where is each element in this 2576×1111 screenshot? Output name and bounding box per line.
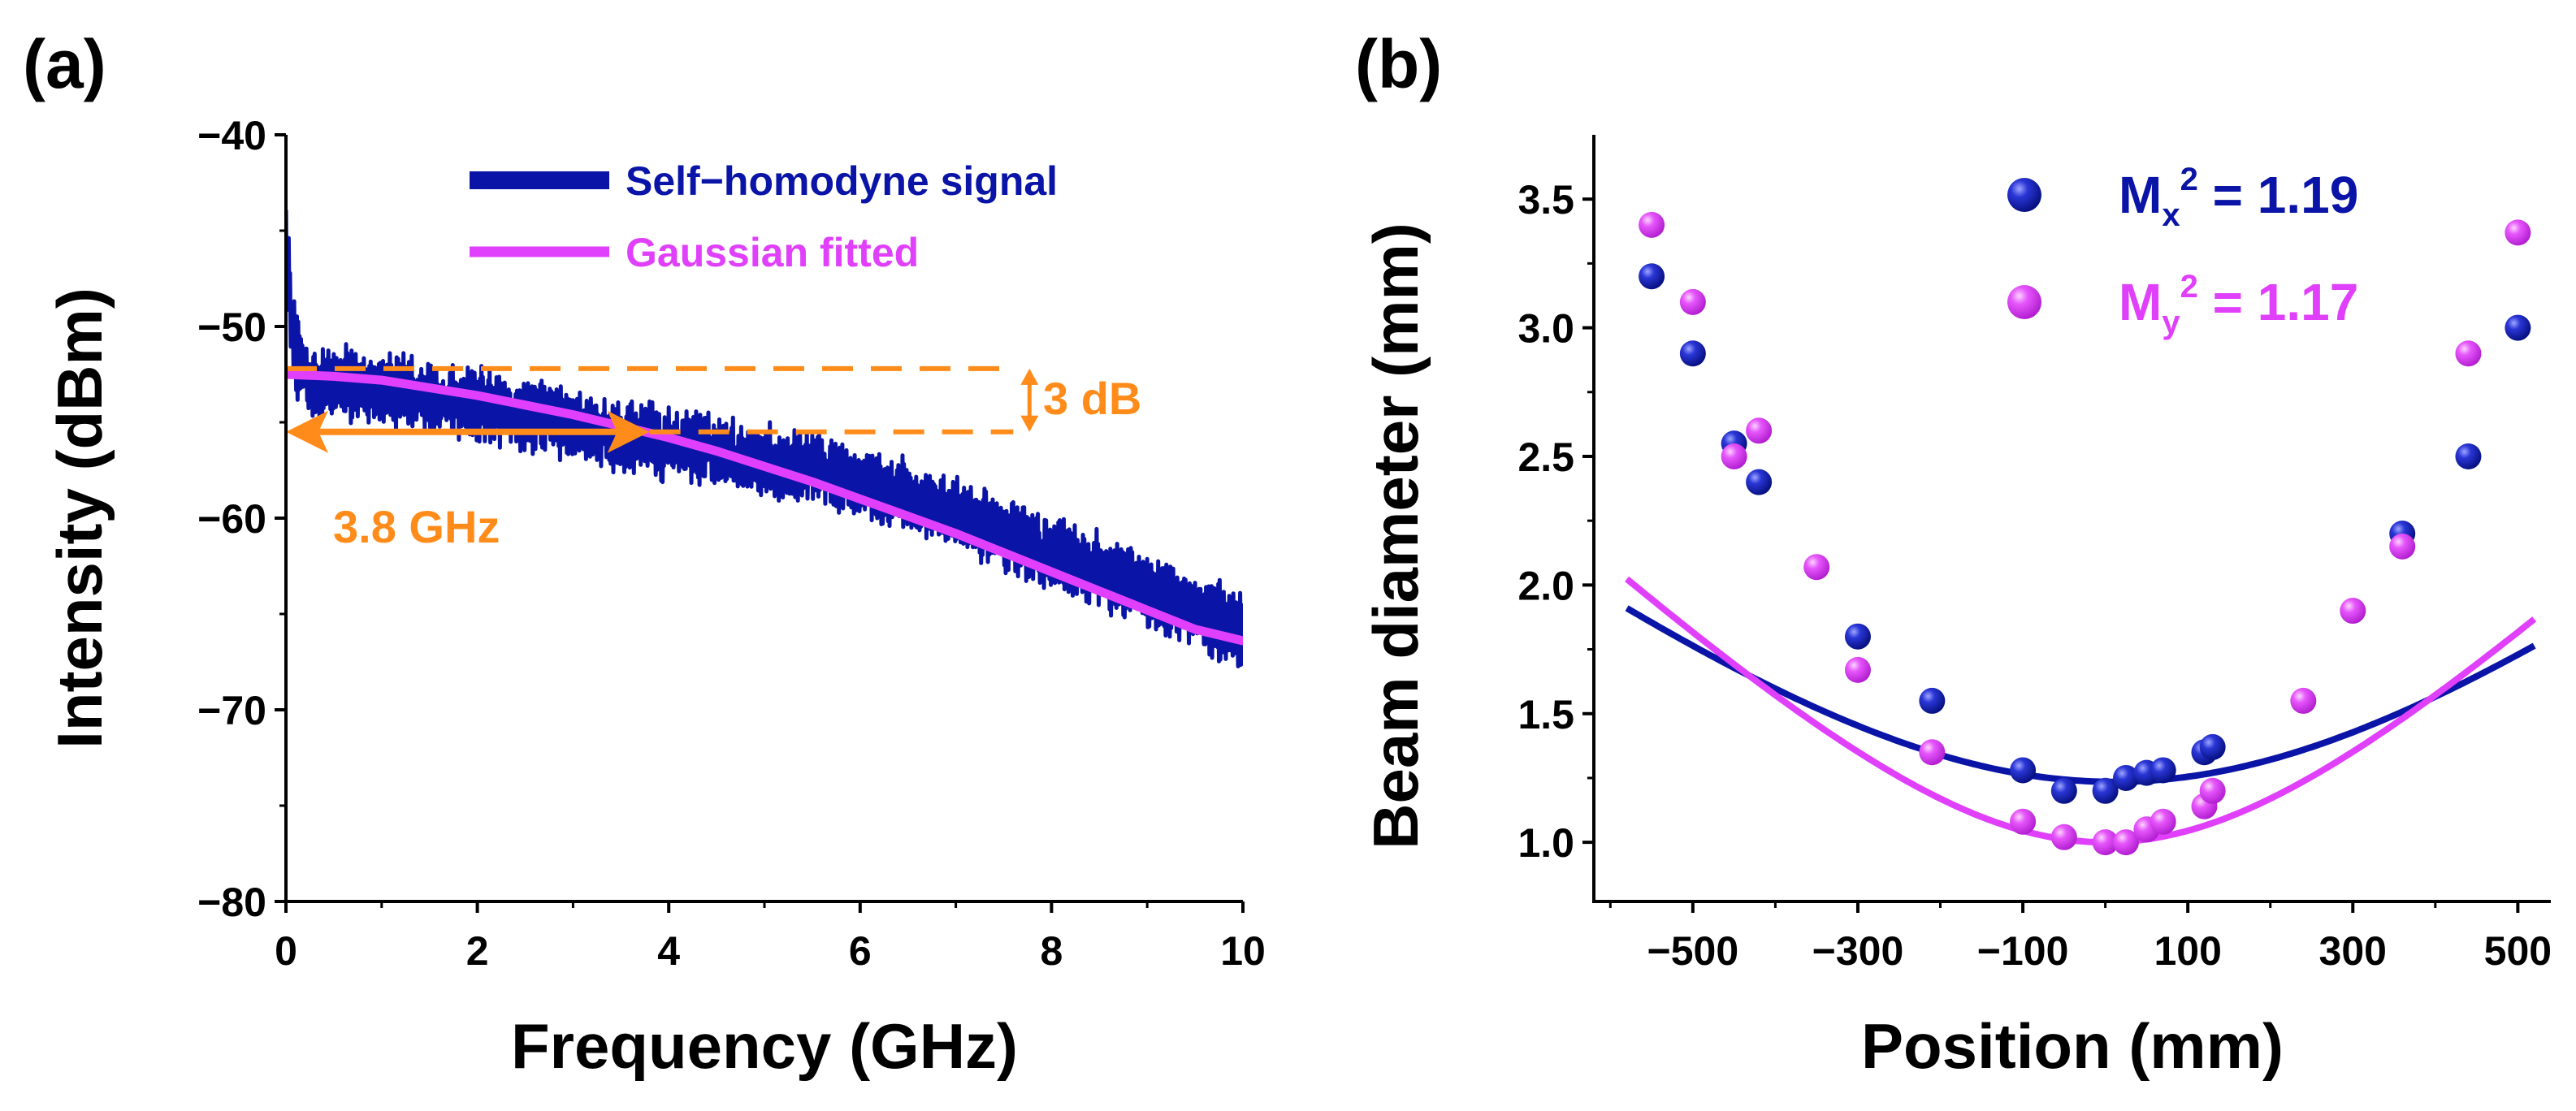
legend-label-mx: Mx2 = 1.19 (2119, 162, 2358, 233)
data-point-my (2340, 598, 2366, 625)
x-tick-label: 300 (2319, 928, 2387, 974)
y-ticks: 1.0 1.5 2.0 2.5 3.0 3.5 (1517, 177, 1594, 866)
legend-marker-my (2007, 285, 2041, 319)
data-point-mx (1679, 340, 1706, 367)
data-point-my (2505, 219, 2531, 246)
self-homodyne-signal-series (286, 210, 1243, 668)
data-point-mx (2113, 764, 2140, 791)
data-point-my (2199, 777, 2226, 804)
bandwidth-annotation: 3 dB 3.8 GHz (286, 365, 1141, 552)
scatter-points (1639, 211, 2531, 856)
data-point-my (1746, 417, 1773, 444)
x-axis-title: Position (mm) (1861, 1010, 2284, 1082)
y-axis-title: Intensity (dBm) (44, 287, 115, 749)
data-point-my (1844, 656, 1871, 683)
panel-b: (b) −500 −300 −100 100 300 500 1.0 1.5 2.0 2.5 3.… (1355, 26, 2552, 1082)
3db-arrow-head-bottom (1020, 415, 1039, 432)
y-tick-label: 1.0 (1517, 820, 1574, 866)
data-point-my (1919, 739, 1946, 766)
x-ticks: 0 2 4 6 8 10 (275, 901, 1266, 974)
y-tick-label: 2.5 (1517, 434, 1574, 480)
y-tick-label: 3.0 (1517, 306, 1574, 352)
fit-curve-my (1625, 576, 2537, 846)
data-point-mx (2505, 314, 2531, 341)
legend-label-fit: Gaussian fitted (626, 230, 919, 275)
legend: Mx2 = 1.19 My2 = 1.17 (2007, 162, 2358, 340)
legend: Self−homodyne signal Gaussian fitted (470, 158, 1058, 275)
y-ticks: −80 −70 −60 −50 −40 (197, 113, 286, 925)
data-point-my (2150, 808, 2176, 835)
data-point-mx (1746, 469, 1773, 495)
data-point-mx (2092, 777, 2119, 804)
legend-marker-mx (2007, 178, 2041, 212)
y-tick-label: −50 (197, 305, 266, 350)
y-tick-label: −80 (197, 880, 266, 925)
data-point-mx (2010, 757, 2037, 784)
data-point-my (2290, 687, 2317, 714)
y-axis-title: Beam diameter (mm) (1360, 223, 1431, 849)
data-point-mx (1844, 623, 1871, 650)
data-point-my (2050, 824, 2077, 850)
x-tick-label: −300 (1812, 928, 1904, 974)
data-point-my (1803, 554, 1830, 581)
fit-curves (1625, 576, 2537, 846)
y-tick-label: −40 (197, 113, 266, 158)
3.8ghz-label: 3.8 GHz (333, 501, 500, 552)
x-tick-label: 6 (849, 928, 872, 974)
data-point-mx (2150, 757, 2176, 784)
3db-arrow-head-top (1020, 368, 1039, 385)
data-point-my (2010, 808, 2037, 835)
panel-a: (a) 3 dB 3.8 GHz 0 2 4 6 8 10 −80 −70 −60 −50 −40… (23, 26, 1266, 1082)
data-point-mx (1919, 687, 1946, 714)
data-point-mx (1639, 263, 1665, 290)
y-tick-label: −70 (197, 688, 266, 733)
y-tick-label: 3.5 (1517, 177, 1574, 223)
data-point-my (1679, 288, 1706, 315)
x-tick-label: 4 (657, 928, 680, 974)
x-tick-label: 100 (2154, 928, 2221, 974)
data-point-mx (2199, 733, 2226, 760)
fit-curve-mx (1625, 605, 2536, 785)
data-point-my (1721, 443, 1747, 469)
data-point-my (2092, 829, 2119, 856)
legend-label-my: My2 = 1.17 (2119, 269, 2358, 340)
x-tick-label: 0 (275, 928, 297, 974)
data-point-my (2455, 340, 2482, 367)
panel-a-label: (a) (23, 26, 106, 102)
x-tick-label: 10 (1220, 928, 1266, 974)
data-point-my (2389, 533, 2416, 560)
3db-label: 3 dB (1043, 373, 1141, 424)
y-tick-label: 1.5 (1517, 692, 1574, 737)
y-tick-label: −60 (197, 496, 266, 542)
x-tick-label: 2 (466, 928, 489, 974)
x-axis-title: Frequency (GHz) (511, 1010, 1018, 1082)
y-tick-label: 2.0 (1517, 563, 1574, 608)
x-ticks: −500 −300 −100 100 300 500 (1608, 901, 2552, 974)
bandwidth-arrow-head-right (607, 410, 650, 453)
panel-b-label: (b) (1355, 26, 1442, 102)
signal-trace (286, 210, 1243, 668)
data-point-my (2113, 829, 2140, 856)
bandwidth-arrow-head-left (286, 410, 328, 453)
x-tick-label: −500 (1647, 928, 1739, 974)
x-tick-label: −100 (1977, 928, 2069, 974)
legend-label-signal: Self−homodyne signal (626, 158, 1058, 204)
x-tick-label: 500 (2484, 928, 2552, 974)
fit-trace (286, 370, 1243, 646)
gaussian-fit-series (286, 370, 1243, 646)
x-tick-label: 8 (1040, 928, 1063, 974)
data-point-mx (2050, 777, 2077, 804)
data-point-mx (2455, 443, 2482, 469)
data-point-my (1639, 211, 1665, 238)
